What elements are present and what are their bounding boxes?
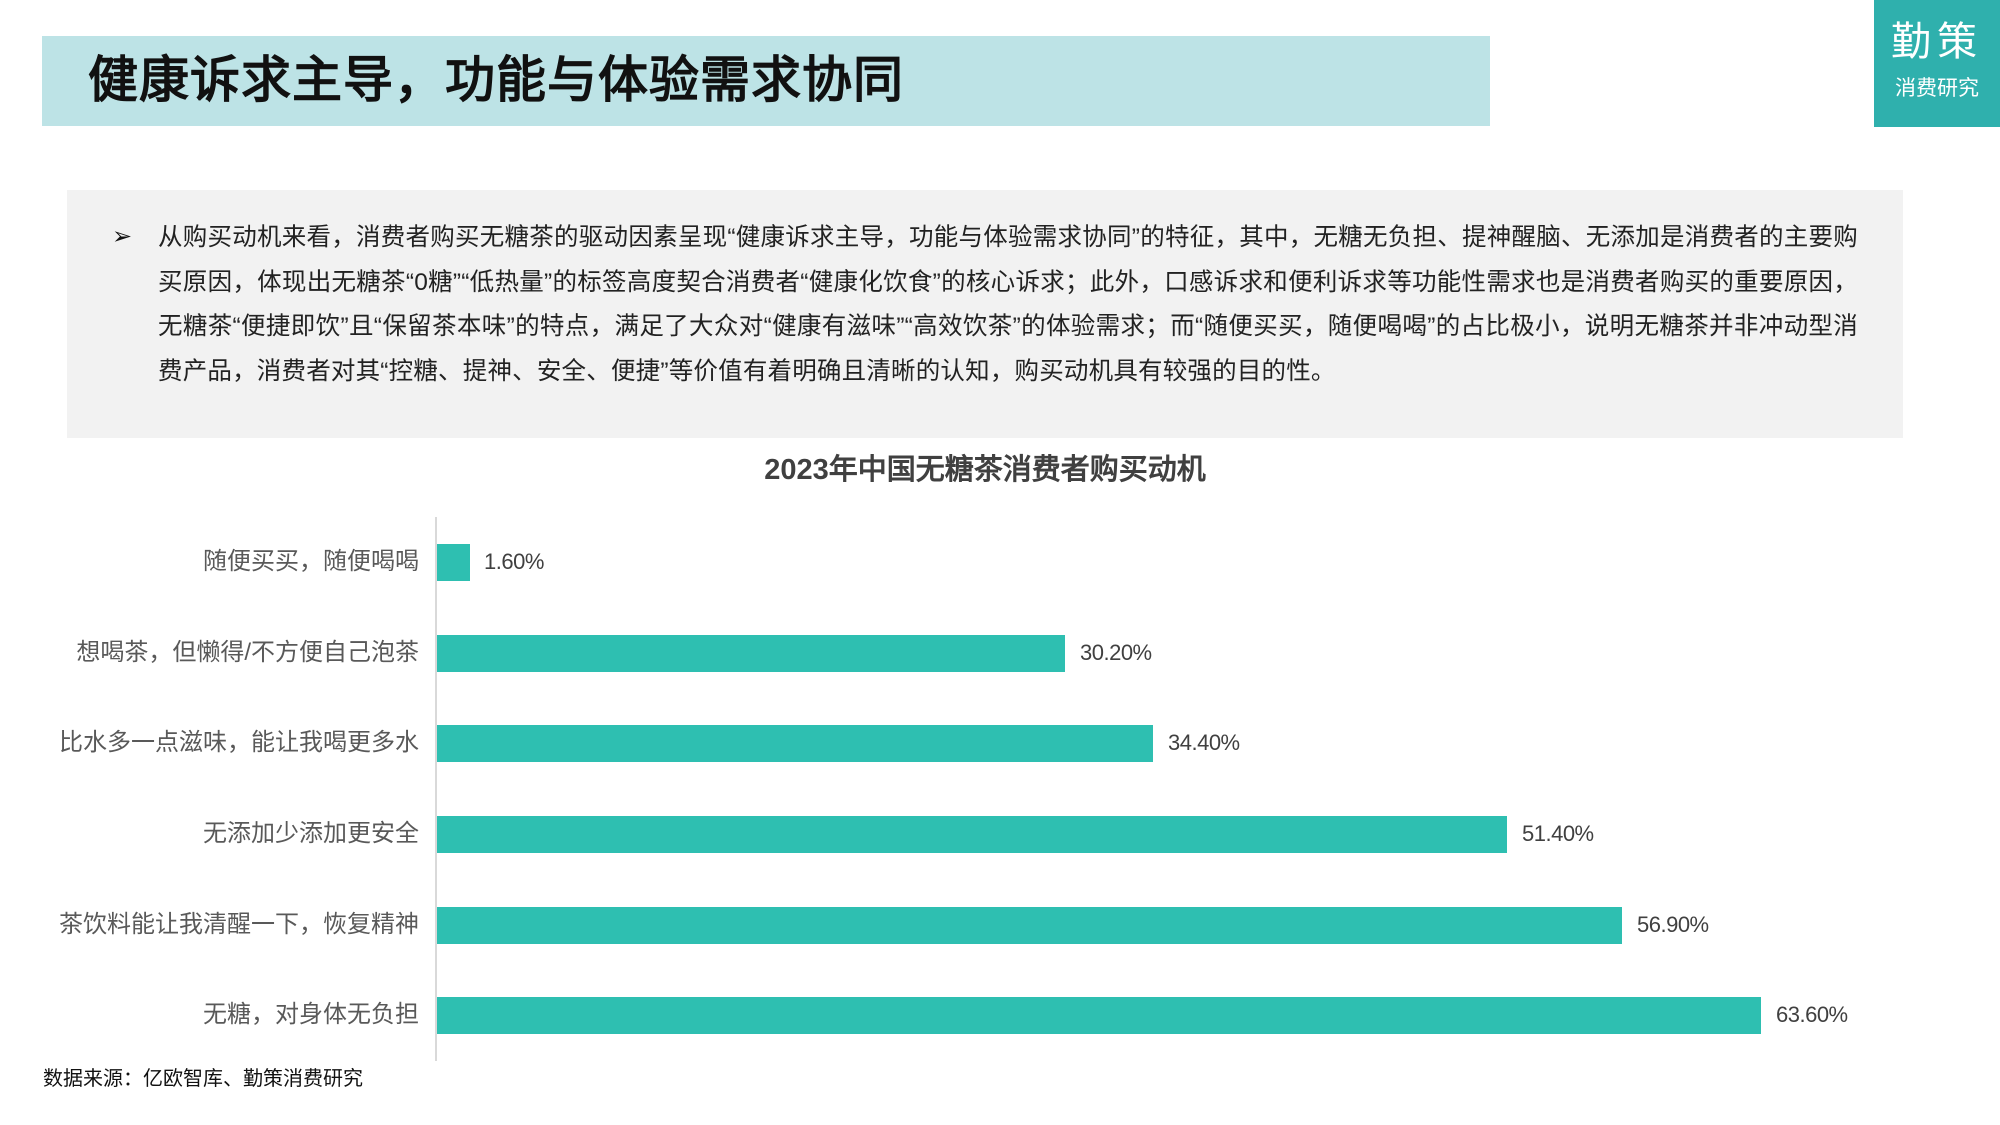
- value-label: 56.90%: [1637, 912, 1709, 937]
- category-label: 随便买买，随便喝喝: [203, 548, 419, 575]
- value-label: 51.40%: [1522, 821, 1594, 846]
- category-label: 比水多一点滋味，能让我喝更多水: [59, 729, 419, 756]
- bar: [437, 725, 1153, 762]
- category-label: 无添加少添加更安全: [203, 820, 419, 847]
- y-axis-line: [435, 517, 437, 1061]
- logo-main-text: 勤策: [1891, 19, 1983, 65]
- value-label: 30.20%: [1080, 640, 1152, 665]
- chart-title: 2023年中国无糖茶消费者购买动机: [764, 454, 1206, 486]
- logo-sub-text: 消费研究: [1895, 77, 1979, 100]
- title-band: [42, 36, 1490, 126]
- value-label: 63.60%: [1776, 1002, 1848, 1027]
- data-source-note: 数据来源：亿欧智库、勤策消费研究: [43, 1068, 363, 1090]
- arrow-bullet-icon: ➢: [112, 223, 133, 250]
- value-label: 1.60%: [484, 549, 544, 574]
- summary-paragraph: 从购买动机来看，消费者购买无糖茶的驱动因素呈现“健康诉求主导，功能与体验需求协同…: [158, 224, 1858, 385]
- page-title: 健康诉求主导，功能与体验需求协同: [88, 52, 904, 108]
- value-label: 34.40%: [1168, 730, 1240, 755]
- bar: [437, 997, 1761, 1034]
- category-label: 想喝茶，但懒得/不方便自己泡茶: [76, 639, 419, 666]
- bar: [437, 816, 1507, 853]
- bar: [437, 544, 470, 581]
- summary-box: [67, 190, 1903, 438]
- category-label: 茶饮料能让我清醒一下，恢复精神: [59, 911, 419, 938]
- bar: [437, 635, 1065, 672]
- bar: [437, 907, 1622, 944]
- category-label: 无糖，对身体无负担: [203, 1001, 419, 1028]
- brand-logo: 勤策 消费研究: [1874, 0, 2000, 127]
